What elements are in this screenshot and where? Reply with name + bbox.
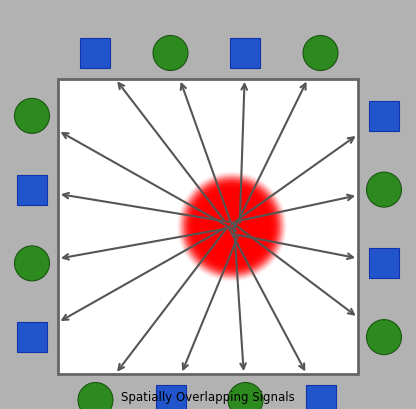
Circle shape bbox=[213, 208, 251, 246]
Circle shape bbox=[184, 179, 280, 275]
Circle shape bbox=[226, 221, 238, 232]
Circle shape bbox=[221, 216, 243, 238]
Circle shape bbox=[189, 184, 275, 270]
Circle shape bbox=[220, 215, 244, 239]
Circle shape bbox=[15, 246, 50, 281]
Circle shape bbox=[191, 186, 273, 268]
Circle shape bbox=[183, 178, 282, 276]
Circle shape bbox=[209, 204, 255, 250]
Bar bbox=[17, 175, 47, 205]
Circle shape bbox=[203, 198, 261, 256]
Circle shape bbox=[230, 226, 233, 228]
Bar bbox=[369, 249, 399, 279]
Bar bbox=[17, 322, 47, 352]
Text: Spatially Overlapping Signals: Spatially Overlapping Signals bbox=[121, 390, 295, 403]
Circle shape bbox=[78, 382, 113, 409]
Bar bbox=[81, 39, 111, 69]
Bar bbox=[305, 385, 335, 409]
Circle shape bbox=[218, 213, 246, 240]
Circle shape bbox=[211, 207, 253, 247]
Circle shape bbox=[366, 320, 401, 355]
Circle shape bbox=[198, 193, 266, 261]
Circle shape bbox=[15, 99, 50, 134]
Circle shape bbox=[228, 382, 263, 409]
Circle shape bbox=[201, 196, 264, 258]
Bar bbox=[369, 101, 399, 132]
Circle shape bbox=[215, 211, 248, 243]
Circle shape bbox=[366, 173, 401, 208]
Circle shape bbox=[181, 176, 283, 278]
Circle shape bbox=[195, 190, 269, 264]
Circle shape bbox=[228, 223, 236, 231]
Circle shape bbox=[177, 172, 287, 282]
Circle shape bbox=[180, 175, 284, 279]
Circle shape bbox=[224, 219, 240, 235]
Circle shape bbox=[225, 220, 239, 234]
Circle shape bbox=[178, 173, 286, 281]
Circle shape bbox=[202, 197, 262, 257]
Circle shape bbox=[210, 205, 254, 249]
Bar bbox=[230, 39, 260, 69]
Circle shape bbox=[214, 209, 250, 245]
Bar bbox=[156, 385, 186, 409]
Circle shape bbox=[153, 36, 188, 71]
Circle shape bbox=[217, 212, 247, 242]
Circle shape bbox=[187, 182, 277, 272]
Circle shape bbox=[223, 217, 242, 236]
Circle shape bbox=[205, 200, 260, 254]
Circle shape bbox=[206, 201, 258, 253]
Circle shape bbox=[207, 202, 257, 252]
Circle shape bbox=[188, 183, 276, 271]
Circle shape bbox=[196, 191, 268, 263]
Circle shape bbox=[185, 180, 279, 274]
Circle shape bbox=[303, 36, 338, 71]
Circle shape bbox=[193, 189, 270, 265]
Bar bbox=[58, 80, 358, 374]
Circle shape bbox=[229, 224, 235, 230]
Circle shape bbox=[199, 194, 265, 260]
Circle shape bbox=[192, 187, 272, 267]
